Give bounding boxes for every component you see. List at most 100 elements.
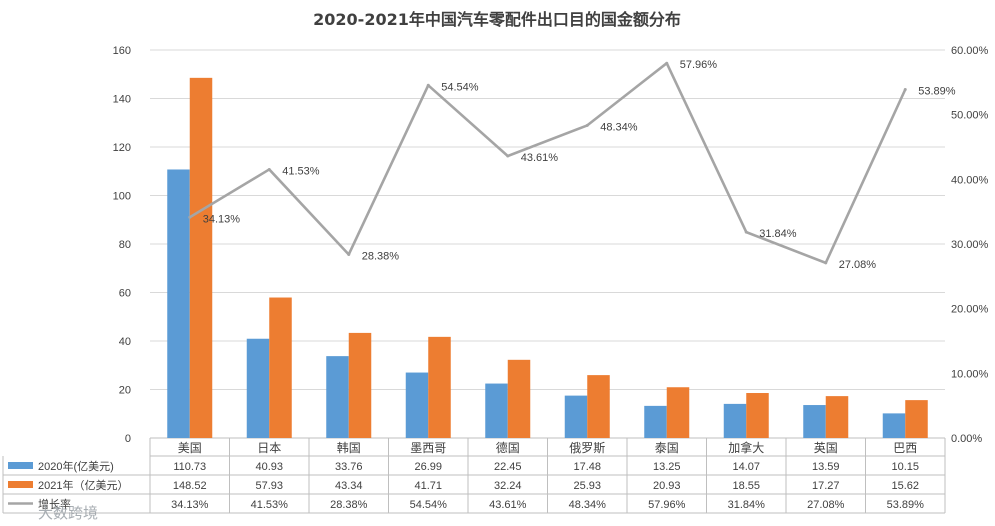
table-cell: 148.52 bbox=[173, 480, 207, 492]
row-label: 2021年（亿美元） bbox=[38, 478, 128, 492]
bar bbox=[326, 356, 349, 438]
bar-series bbox=[167, 77, 928, 439]
left-tick-label: 160 bbox=[113, 45, 131, 57]
line-point bbox=[903, 88, 907, 92]
table-cell: 14.07 bbox=[732, 461, 760, 473]
line-point bbox=[665, 61, 669, 65]
data-label: 54.54% bbox=[441, 81, 479, 93]
table-cell: 17.48 bbox=[573, 461, 601, 473]
category-label: 泰国 bbox=[655, 441, 679, 455]
table-cell: 53.89% bbox=[887, 499, 925, 511]
right-tick-label: 40.00% bbox=[951, 174, 989, 186]
right-tick-label: 50.00% bbox=[951, 110, 989, 122]
table-cell: 57.96% bbox=[648, 499, 686, 511]
table-cell: 34.13% bbox=[171, 499, 209, 511]
category-label: 加拿大 bbox=[728, 440, 764, 455]
bar bbox=[428, 336, 451, 438]
left-tick-label: 100 bbox=[113, 191, 131, 203]
line-point bbox=[744, 230, 748, 234]
right-tick-label: 0.00% bbox=[951, 433, 982, 445]
bar bbox=[882, 413, 906, 438]
bar bbox=[803, 405, 826, 438]
bar bbox=[167, 169, 190, 439]
bar bbox=[666, 387, 690, 438]
table-cell: 32.24 bbox=[494, 480, 522, 492]
table-cell: 13.59 bbox=[812, 461, 840, 473]
data-label: 57.96% bbox=[680, 59, 718, 71]
data-label: 43.61% bbox=[521, 152, 559, 164]
table-cell: 43.61% bbox=[489, 499, 527, 511]
data-table: 美国 日本 韩国 墨西哥 德国 俄罗斯 泰国 加拿大 英国 巴西 2020年(亿美元) 110.73 4… bbox=[2, 438, 946, 514]
table-cell: 20.93 bbox=[653, 480, 681, 492]
bar bbox=[587, 375, 610, 438]
bar bbox=[246, 338, 270, 438]
bar bbox=[348, 332, 372, 438]
line-point bbox=[426, 83, 430, 87]
right-axis: 0.00% 10.00% 20.00% 30.00% 40.00% 50.00% 60.00… bbox=[951, 45, 989, 445]
left-tick-label: 140 bbox=[113, 94, 131, 106]
table-cell: 54.54% bbox=[410, 499, 448, 511]
legend-key bbox=[8, 481, 33, 488]
category-label: 墨西哥 bbox=[410, 441, 446, 455]
growth-line-series: 34.13% 41.53% 28.38% 54.54% 43.61% 48.34% 57.9… bbox=[188, 59, 956, 271]
table-cell: 26.99 bbox=[414, 461, 442, 473]
chart-title: 2020-2021年中国汽车零配件出口目的国金额分布 bbox=[313, 10, 681, 29]
table-cell: 17.27 bbox=[812, 480, 840, 492]
category-label: 德国 bbox=[496, 440, 520, 455]
left-tick-label: 0 bbox=[125, 433, 131, 445]
table-cell: 31.84% bbox=[728, 499, 766, 511]
data-label: 31.84% bbox=[759, 228, 797, 240]
bar bbox=[644, 405, 667, 438]
table-cell: 28.38% bbox=[330, 499, 368, 511]
bar bbox=[746, 393, 769, 438]
right-tick-label: 20.00% bbox=[951, 304, 989, 316]
line-point bbox=[188, 215, 192, 219]
watermark: 大数跨境 bbox=[38, 504, 98, 522]
row-label: 2020年(亿美元) bbox=[38, 459, 114, 473]
growth-line bbox=[189, 61, 907, 265]
data-label: 53.89% bbox=[918, 86, 956, 98]
legend-key bbox=[8, 462, 33, 469]
category-label: 俄罗斯 bbox=[569, 441, 605, 455]
row-label: 增长率 bbox=[38, 497, 71, 511]
table-cell: 15.62 bbox=[891, 480, 919, 492]
data-label: 28.38% bbox=[362, 250, 400, 262]
data-label: 41.53% bbox=[282, 165, 320, 177]
right-tick-label: 10.00% bbox=[951, 368, 989, 380]
table-cell: 57.93 bbox=[255, 480, 283, 492]
bar bbox=[507, 359, 531, 438]
bar bbox=[905, 400, 928, 438]
left-tick-label: 120 bbox=[113, 142, 131, 154]
left-tick-label: 20 bbox=[119, 385, 131, 397]
left-axis: 0 20 40 60 80 100 120 140 160 bbox=[113, 45, 131, 445]
table-cell: 48.34% bbox=[569, 499, 607, 511]
table-cell: 25.93 bbox=[573, 480, 601, 492]
bar bbox=[825, 396, 849, 438]
line-point bbox=[506, 154, 510, 158]
bar bbox=[189, 77, 213, 439]
data-label: 34.13% bbox=[203, 213, 241, 225]
table-cell: 43.34 bbox=[335, 480, 363, 492]
bar bbox=[564, 395, 588, 438]
line-point bbox=[824, 261, 828, 265]
data-label: 48.34% bbox=[600, 121, 638, 133]
category-label: 美国 bbox=[178, 441, 202, 455]
table-cell: 22.45 bbox=[494, 461, 522, 473]
category-label: 日本 bbox=[257, 441, 281, 455]
table-cell: 40.93 bbox=[255, 461, 283, 473]
left-tick-label: 40 bbox=[119, 336, 131, 348]
table-cell: 18.55 bbox=[732, 480, 760, 492]
data-label: 27.08% bbox=[839, 259, 877, 271]
line-point bbox=[585, 123, 589, 127]
table-cell: 41.71 bbox=[414, 480, 442, 492]
table-cell: 33.76 bbox=[335, 461, 363, 473]
bar bbox=[405, 372, 429, 438]
table-cell: 27.08% bbox=[807, 499, 845, 511]
category-label: 韩国 bbox=[337, 440, 361, 455]
left-tick-label: 60 bbox=[119, 288, 131, 300]
line-point bbox=[347, 252, 351, 256]
right-tick-label: 30.00% bbox=[951, 239, 989, 251]
category-label: 英国 bbox=[814, 441, 838, 455]
right-tick-label: 60.00% bbox=[951, 45, 989, 57]
